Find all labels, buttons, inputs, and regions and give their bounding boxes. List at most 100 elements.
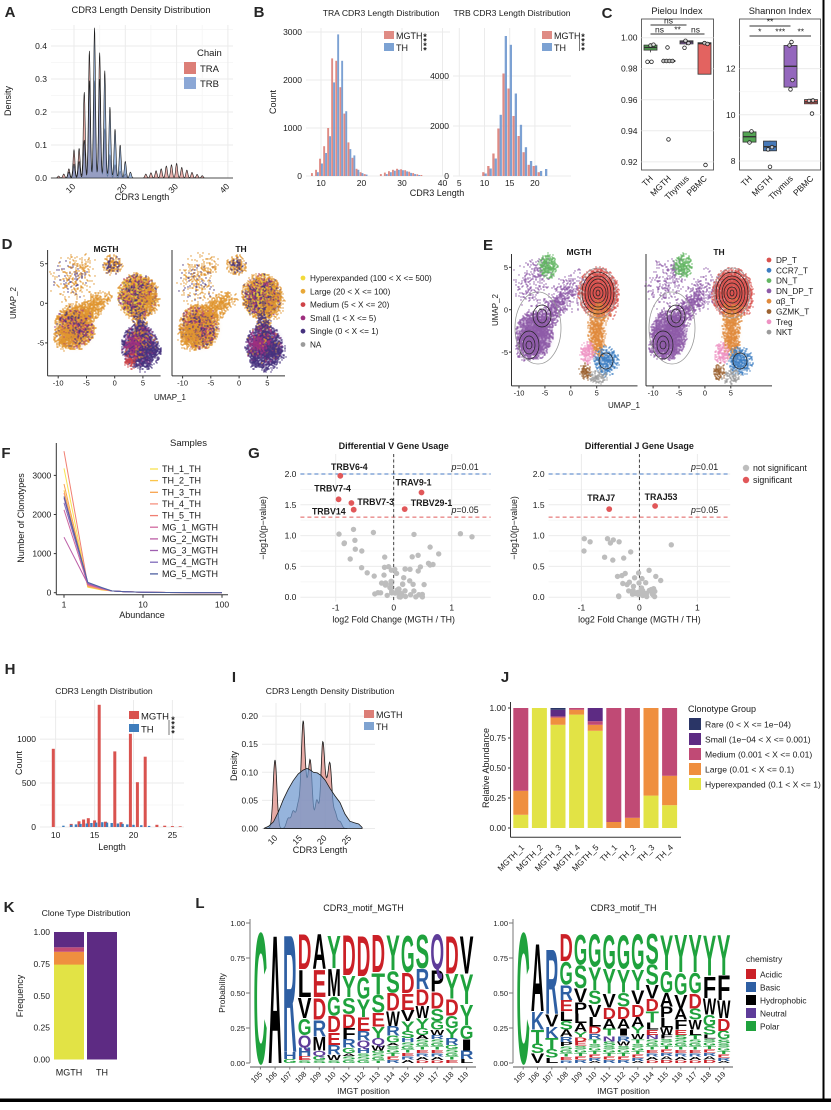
svg-text:0.5: 0.5 [533,561,545,571]
svg-text:A: A [660,1055,674,1061]
svg-text:TRAJ7: TRAJ7 [587,493,615,503]
svg-text:0.50: 0.50 [33,991,50,1001]
svg-text:D: D [312,991,326,1026]
svg-text:S: S [717,1038,732,1044]
svg-text:A: A [674,1005,688,1023]
svg-text:V: V [646,982,660,1003]
svg-text:5: 5 [457,178,462,188]
svg-text:W: W [430,1028,445,1037]
svg-text:M: M [327,960,341,1004]
svg-text:CDR3 Length: CDR3 Length [410,188,465,198]
svg-text:*: * [581,37,585,47]
svg-text:0.75: 0.75 [493,954,508,963]
svg-text:1: 1 [695,603,700,613]
svg-text:3000: 3000 [32,470,51,480]
svg-text:MGTH: MGTH [396,31,423,41]
svg-text:Q: Q [357,1040,371,1051]
svg-text:TH_3_TH: TH_3_TH [162,487,201,497]
svg-text:R: R [342,1038,356,1051]
svg-text:G: G [298,1014,312,1040]
svg-text:Y: Y [327,928,341,979]
svg-text:1: 1 [449,603,454,613]
svg-text:E: E [560,1056,573,1062]
svg-text:G: G [460,1023,474,1044]
svg-text:40: 40 [438,178,448,188]
svg-text:S: S [588,988,601,1009]
svg-text:J: J [501,669,509,686]
svg-text:Density: Density [229,750,239,781]
svg-text:R: R [603,1059,617,1065]
svg-text:N: N [646,1034,660,1040]
svg-text:D: D [603,1005,616,1023]
svg-text:TH: TH [235,244,246,254]
svg-text:0.25: 0.25 [230,1024,245,1033]
svg-text:D: D [445,995,459,1021]
svg-text:MGTH: MGTH [93,244,118,254]
svg-text:D: D [445,926,459,986]
svg-text:E: E [646,1049,659,1055]
svg-text:D: D [660,1059,674,1065]
svg-text:Relative Abundance: Relative Abundance [481,728,491,808]
svg-text:Shannon Index: Shannon Index [749,6,812,16]
svg-text:CDR3 Length: CDR3 Length [115,192,170,202]
svg-text:G: G [416,1027,430,1038]
svg-text:G: G [588,1046,601,1052]
svg-text:0.05: 0.05 [241,795,258,805]
svg-text:TRAV9-1: TRAV9-1 [396,477,432,487]
svg-text:10: 10 [51,830,61,840]
svg-text:H: H [357,1046,371,1055]
svg-text:UMAP_1: UMAP_1 [608,401,641,410]
svg-text:MG_1_MGTH: MG_1_MGTH [162,522,218,532]
svg-text:G: G [717,1046,730,1052]
svg-text:A: A [268,896,282,1102]
svg-text:A: A [416,1034,430,1040]
svg-text:MG_5_MGTH: MG_5_MGTH [162,569,218,579]
svg-text:R: R [660,1052,674,1058]
svg-text:G: G [430,1042,444,1048]
svg-text:*: * [581,32,585,42]
svg-text:P: P [574,999,588,1017]
svg-text:-10: -10 [514,388,525,397]
svg-text:W: W [327,1053,342,1062]
svg-text:1.5: 1.5 [533,500,545,510]
svg-text:S: S [531,1041,544,1057]
svg-text:Number of Clonotypes: Number of Clonotypes [16,473,26,563]
svg-text:W: W [386,1007,400,1031]
svg-text:S: S [646,958,659,991]
svg-text:G: G [386,1035,400,1046]
svg-text:A: A [386,1042,401,1047]
svg-text:Q: Q [312,1049,326,1058]
svg-text:R: R [430,1034,444,1040]
svg-text:D: D [401,966,415,999]
svg-text:Abundance: Abundance [119,610,165,620]
svg-text:G: G [401,1045,415,1051]
svg-text:L: L [545,1056,560,1065]
svg-text:E: E [416,1049,430,1055]
svg-text:CDR3_motif_MGTH: CDR3_motif_MGTH [323,903,404,913]
svg-text:D: D [674,1059,689,1064]
svg-text:A: A [631,1014,645,1030]
svg-text:S: S [689,1005,703,1023]
svg-text:0.00: 0.00 [489,823,506,833]
svg-text:5: 5 [40,259,44,268]
svg-text:TRB: TRB [200,79,219,90]
svg-text:A: A [560,1029,573,1040]
svg-text:T: T [689,1034,702,1040]
svg-text:E: E [689,1049,702,1055]
svg-text:G: G [357,970,371,1005]
svg-text:P: P [660,1003,674,1021]
svg-text:IMGT position: IMGT position [597,1086,650,1096]
svg-text:V: V [545,1012,559,1032]
svg-text:T: T [371,1059,386,1064]
svg-text:*: * [171,720,175,730]
svg-text:G: G [689,966,702,999]
svg-text:E: E [430,1049,444,1055]
svg-text:W: W [660,1026,674,1037]
svg-text:E: E [445,1059,459,1065]
svg-text:E: E [401,1052,415,1058]
svg-text:0: 0 [703,388,707,397]
svg-text:significant: significant [753,475,793,485]
svg-text:TRBV7-4: TRBV7-4 [314,483,351,493]
svg-text:A: A [603,1016,617,1032]
svg-text:1000: 1000 [283,123,302,133]
